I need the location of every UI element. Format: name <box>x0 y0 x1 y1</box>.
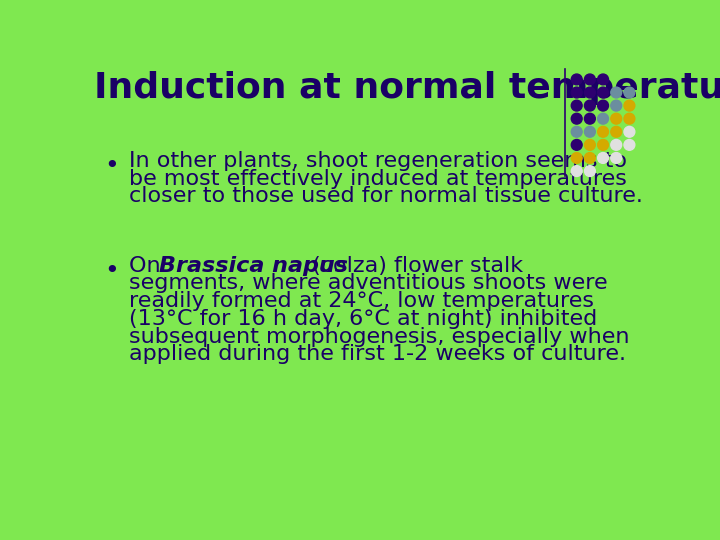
Circle shape <box>624 100 635 111</box>
Circle shape <box>598 100 608 111</box>
Text: segments, where adventitious shoots were: segments, where adventitious shoots were <box>129 273 608 293</box>
Circle shape <box>585 153 595 164</box>
Text: In other plants, shoot regeneration seems to: In other plants, shoot regeneration seem… <box>129 151 626 171</box>
Text: be most effectively induced at temperatures: be most effectively induced at temperatu… <box>129 168 626 189</box>
Text: subsequent morphogenesis, especially when: subsequent morphogenesis, especially whe… <box>129 327 629 347</box>
Circle shape <box>624 126 635 137</box>
Text: Brassica napus: Brassica napus <box>159 256 348 276</box>
Circle shape <box>611 153 621 164</box>
Text: Induction at normal temperatures: Induction at normal temperatures <box>94 71 720 105</box>
Text: applied during the first 1-2 weeks of culture.: applied during the first 1-2 weeks of cu… <box>129 345 626 364</box>
Circle shape <box>611 100 621 111</box>
Circle shape <box>598 139 608 150</box>
Circle shape <box>571 139 582 150</box>
Circle shape <box>624 113 635 124</box>
Text: closer to those used for normal tissue culture.: closer to those used for normal tissue c… <box>129 186 643 206</box>
Circle shape <box>585 87 595 98</box>
Circle shape <box>598 87 608 98</box>
Text: •: • <box>104 259 119 283</box>
Circle shape <box>611 87 621 98</box>
Circle shape <box>571 100 582 111</box>
Circle shape <box>585 113 595 124</box>
Circle shape <box>585 126 595 137</box>
Circle shape <box>624 139 635 150</box>
Circle shape <box>598 113 608 124</box>
Circle shape <box>571 87 582 98</box>
Circle shape <box>571 74 582 85</box>
Circle shape <box>571 153 582 164</box>
Circle shape <box>585 166 595 177</box>
Circle shape <box>598 74 608 85</box>
Text: (colza) flower stalk: (colza) flower stalk <box>305 256 523 276</box>
Text: readily formed at 24°C, low temperatures: readily formed at 24°C, low temperatures <box>129 291 594 311</box>
Circle shape <box>571 126 582 137</box>
Text: (13°C for 16 h day, 6°C at night) inhibited: (13°C for 16 h day, 6°C at night) inhibi… <box>129 309 597 329</box>
Circle shape <box>624 87 635 98</box>
Circle shape <box>611 113 621 124</box>
Text: On: On <box>129 256 168 276</box>
Circle shape <box>598 126 608 137</box>
Circle shape <box>611 126 621 137</box>
Circle shape <box>585 74 595 85</box>
Circle shape <box>598 153 608 164</box>
Circle shape <box>571 113 582 124</box>
Circle shape <box>585 139 595 150</box>
Circle shape <box>571 166 582 177</box>
Text: •: • <box>104 154 119 178</box>
Circle shape <box>585 100 595 111</box>
Circle shape <box>611 139 621 150</box>
